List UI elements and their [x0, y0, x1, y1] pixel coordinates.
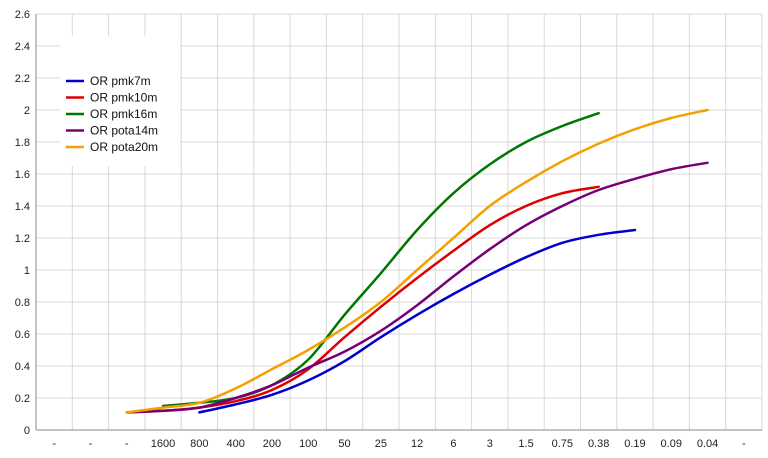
- x-tick-label: 0.04: [697, 438, 718, 450]
- x-tick-label: 1600: [151, 438, 175, 450]
- y-tick-label: 0.8: [15, 297, 30, 309]
- x-tick-label: -: [742, 438, 746, 450]
- y-tick-label: 1: [24, 265, 30, 277]
- x-tick-label: 800: [190, 438, 208, 450]
- x-tick-label: 200: [263, 438, 281, 450]
- y-tick-label: 1.6: [15, 169, 30, 181]
- x-tick-label: 3: [487, 438, 493, 450]
- y-tick-label: 2.2: [15, 73, 30, 85]
- y-tick-label: 2.4: [15, 41, 30, 53]
- x-tick-label: 0.09: [661, 438, 682, 450]
- series-lines: [125, 108, 709, 414]
- legend: OR pmk7m OR pmk10m OR pmk16m OR pota14m OR p…: [60, 36, 180, 166]
- x-tick-label: 6: [450, 438, 456, 450]
- legend-box: [60, 36, 180, 166]
- y-axis-tick-labels: 0 0.2 0.4 0.6 0.8 1 1.2 1.4 1.6 1.8 2 2.2 2.4 2.6: [15, 9, 30, 437]
- x-tick-label: 1.5: [518, 438, 533, 450]
- y-tick-label: 0.2: [15, 393, 30, 405]
- axes: [35, 14, 762, 431]
- x-tick-label: -: [89, 438, 93, 450]
- y-tick-label: 0.4: [15, 361, 30, 373]
- legend-label: OR pmk7m: [90, 74, 151, 88]
- y-tick-label: 1.8: [15, 137, 30, 149]
- x-tick-label: 0.38: [588, 438, 609, 450]
- x-axis-tick-labels: - - - 1600 800 400 200 100 50 25 12 6 3 1.5 0.75 0.38 0.…: [52, 438, 746, 450]
- series-line: [125, 161, 709, 414]
- series-line: [198, 228, 637, 414]
- x-tick-label: 0.19: [624, 438, 645, 450]
- y-tick-label: 2: [24, 105, 30, 117]
- y-tick-label: 2.6: [15, 9, 30, 21]
- x-tick-label: 400: [226, 438, 244, 450]
- series-line: [125, 108, 709, 414]
- legend-label: OR pota14m: [90, 124, 158, 138]
- x-tick-label: 12: [411, 438, 423, 450]
- legend-label: OR pmk16m: [90, 107, 157, 121]
- y-tick-label: 1.2: [15, 233, 30, 245]
- y-tick-label: 0.6: [15, 329, 30, 341]
- y-tick-label: 1.4: [15, 201, 30, 213]
- x-tick-label: -: [125, 438, 129, 450]
- x-tick-label: 25: [375, 438, 387, 450]
- x-tick-label: 100: [299, 438, 317, 450]
- x-tick-label: 50: [338, 438, 350, 450]
- x-tick-label: 0.75: [552, 438, 573, 450]
- y-tick-label: 0: [24, 425, 30, 437]
- x-tick-label: -: [52, 438, 56, 450]
- legend-label: OR pota20m: [90, 140, 158, 154]
- legend-label: OR pmk10m: [90, 91, 157, 105]
